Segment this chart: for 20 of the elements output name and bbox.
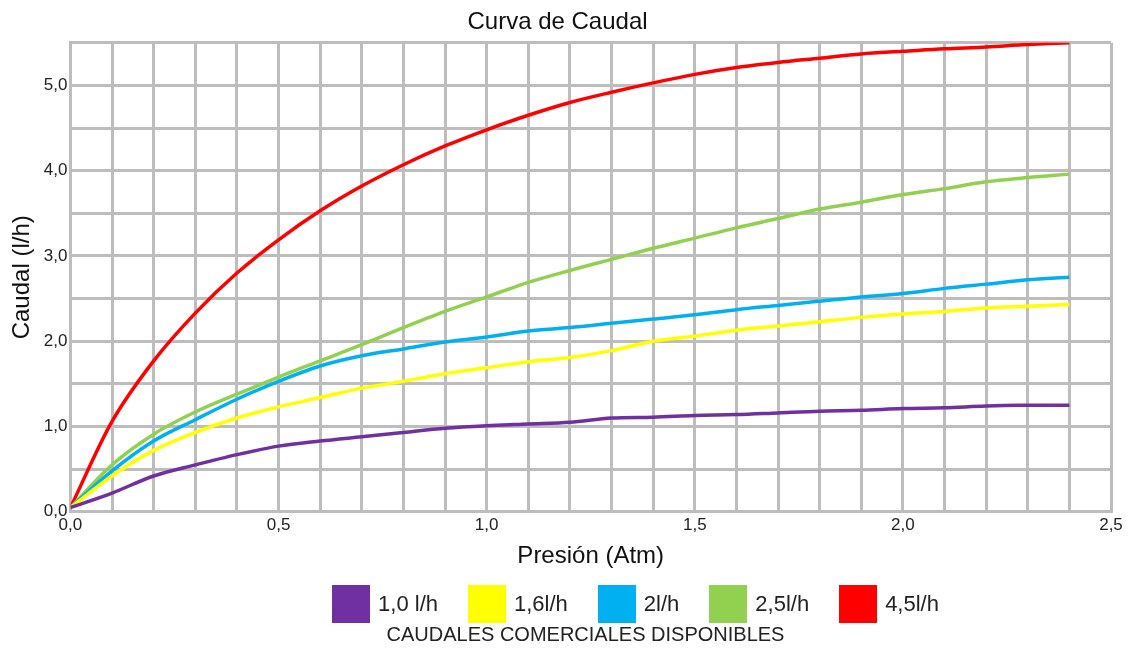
y-tick-label: 1,0	[43, 416, 68, 436]
x-tick-label: 2,5	[1099, 514, 1123, 534]
legend-title: CAUDALES COMERCIALES DISPONIBLES	[385, 623, 786, 646]
x-tick-label: 2,0	[891, 514, 915, 534]
chart-title: Curva de Caudal	[467, 7, 648, 35]
line-series	[70, 403, 1072, 510]
y-axis-title: Caudal (l/h)	[7, 215, 35, 340]
y-tick-label: 2,0	[43, 330, 68, 350]
x-tick-label: 0,5	[266, 514, 291, 534]
y-tick-label: 4,0	[43, 160, 68, 180]
legend-label: 1,6l/h	[513, 591, 568, 617]
x-tick-label: 1,0	[474, 514, 499, 534]
legend-label: 2,5l/h	[755, 591, 810, 617]
x-axis-title: Presión (Atm)	[517, 541, 665, 569]
legend-label: 4,5l/h	[885, 591, 939, 617]
x-tick-label: 1,5	[682, 514, 707, 534]
y-tick-label: 3,0	[43, 245, 68, 265]
legend-label: 1,0 l/h	[378, 591, 438, 617]
legend-label: 2l/h	[643, 591, 680, 617]
y-tick-label: 5,0	[43, 75, 68, 95]
